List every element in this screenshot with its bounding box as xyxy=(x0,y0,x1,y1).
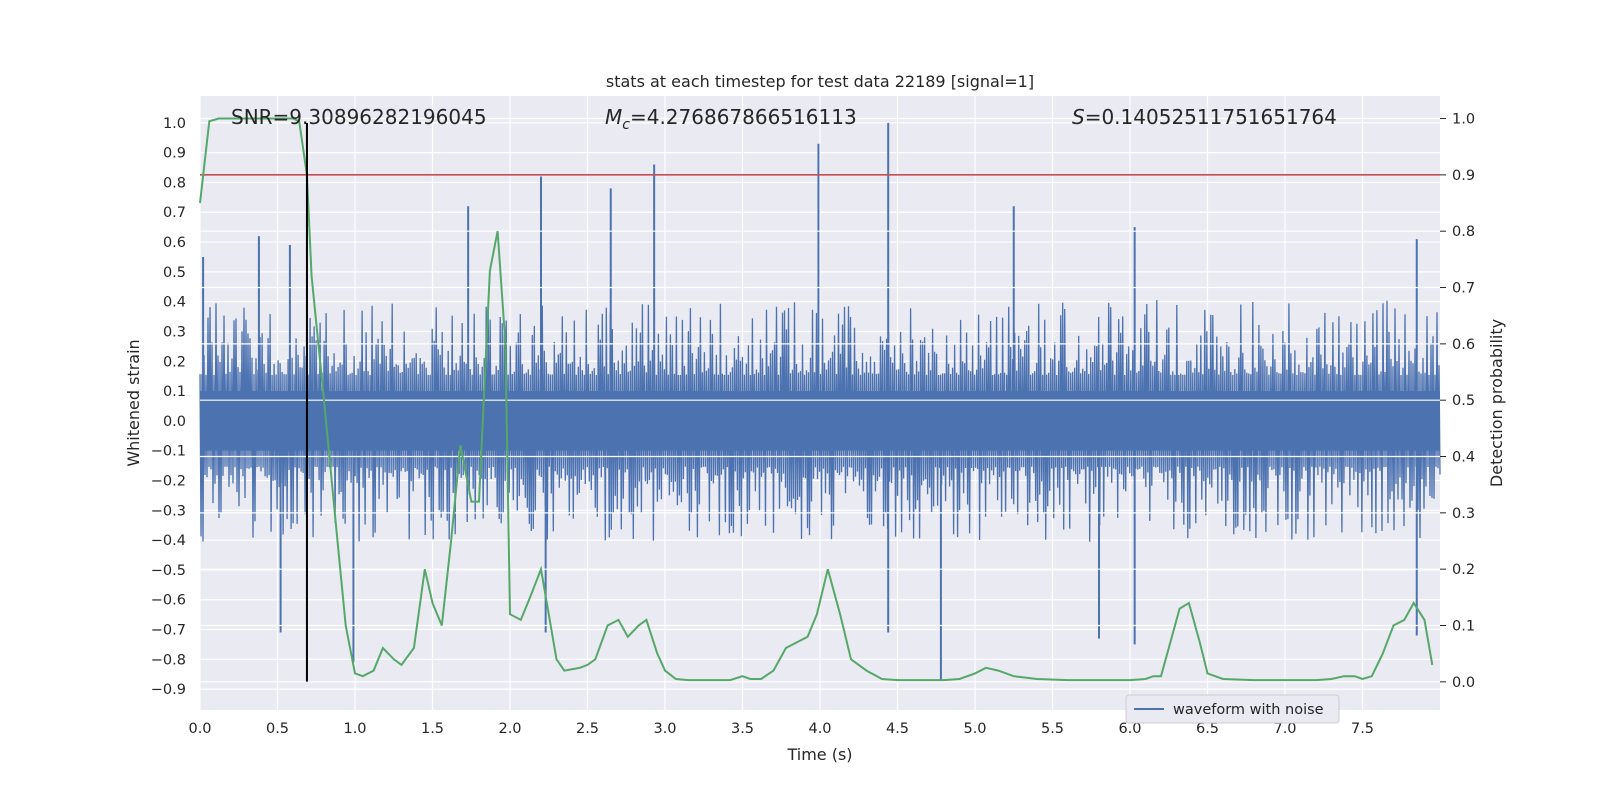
snr-annotation: SNR=9.30896282196045 xyxy=(231,105,487,129)
y-right-tick-label: 0.3 xyxy=(1452,506,1475,522)
legend: waveform with noise xyxy=(1125,694,1340,724)
s-symbol: S xyxy=(1072,105,1085,129)
y-left-tick-label: 0.3 xyxy=(163,324,186,340)
chirp-mass-symbol: M xyxy=(605,105,622,129)
y-left-tick-label: 0.5 xyxy=(163,265,186,281)
chirp-mass-annotation: Mc=4.276867866516113 xyxy=(605,105,857,133)
right-axis-ticks: 0.0 0.1 0.2 0.3 0.4 0.5 0.6 0.7 0.8 0.9 1.0 xyxy=(1440,112,1475,691)
legend-box xyxy=(1125,694,1340,724)
chirp-mass-subscript: c xyxy=(622,117,630,133)
x-axis-label: Time (s) xyxy=(786,745,852,764)
right-axis-label: Detection probability xyxy=(1487,319,1506,487)
x-tick-label: 7.5 xyxy=(1351,721,1374,737)
left-axis-ticks: −0.9 −0.8 −0.7 −0.6 −0.5 −0.4 −0.3 −0.2 −0.1 0.0 0… xyxy=(151,116,186,698)
x-tick-label: 0.0 xyxy=(188,721,211,737)
s-value: =0.14052511751651764 xyxy=(1085,105,1337,129)
y-left-tick-label: 0.1 xyxy=(163,384,186,400)
y-left-tick-label: 0.2 xyxy=(163,354,186,370)
y-left-tick-label: 0.7 xyxy=(163,205,186,221)
y-right-tick-label: 0.1 xyxy=(1452,619,1475,635)
y-left-tick-label: 0.8 xyxy=(163,175,186,191)
x-tick-label: 2.0 xyxy=(498,721,521,737)
x-tick-label: 0.5 xyxy=(266,721,289,737)
y-left-tick-label: 0.9 xyxy=(163,146,186,162)
y-right-tick-label: 0.8 xyxy=(1452,224,1475,240)
y-right-tick-label: 0.4 xyxy=(1452,450,1475,466)
y-right-tick-label: 0.2 xyxy=(1452,562,1475,578)
y-left-tick-label: −0.1 xyxy=(151,444,186,460)
y-left-tick-label: 1.0 xyxy=(163,116,186,132)
y-right-tick-label: 0.9 xyxy=(1452,168,1475,184)
y-left-tick-label: −0.5 xyxy=(151,563,186,579)
x-tick-label: 1.0 xyxy=(343,721,366,737)
y-right-tick-label: 1.0 xyxy=(1452,112,1475,128)
x-tick-label: 5.5 xyxy=(1041,721,1064,737)
x-axis-ticks: 0.0 0.5 1.0 1.5 2.0 2.5 3.0 3.5 4.0 4.5 5.0 5.5 6.0 6… xyxy=(188,721,1374,737)
y-left-tick-label: 0.4 xyxy=(163,295,186,311)
x-tick-label: 4.5 xyxy=(886,721,909,737)
x-tick-label: 1.5 xyxy=(421,721,444,737)
x-tick-label: 5.0 xyxy=(963,721,986,737)
s-annotation: S=0.14052511751651764 xyxy=(1072,105,1337,129)
waveform-core xyxy=(200,391,1440,451)
y-right-tick-label: 0.5 xyxy=(1452,393,1475,409)
legend-label: waveform with noise xyxy=(1173,702,1324,718)
y-left-tick-label: −0.8 xyxy=(151,652,186,668)
left-axis-label: Whitened strain xyxy=(124,339,143,466)
waveform-series xyxy=(199,122,1441,681)
y-right-tick-label: 0.0 xyxy=(1452,675,1475,691)
x-tick-label: 6.0 xyxy=(1118,721,1141,737)
y-left-tick-label: −0.9 xyxy=(151,682,186,698)
y-right-tick-label: 0.6 xyxy=(1452,337,1475,353)
chirp-mass-value: =4.276867866516113 xyxy=(630,105,857,129)
chart-title: stats at each timestep for test data 221… xyxy=(606,72,1034,91)
x-tick-label: 6.5 xyxy=(1196,721,1219,737)
y-left-tick-label: −0.3 xyxy=(151,503,186,519)
x-tick-label: 4.0 xyxy=(808,721,831,737)
y-left-tick-label: 0.0 xyxy=(163,414,186,430)
x-tick-label: 3.0 xyxy=(653,721,676,737)
detection-probability-line xyxy=(199,117,1434,682)
y-left-tick-label: −0.4 xyxy=(151,533,186,549)
y-left-tick-label: −0.7 xyxy=(151,623,186,639)
x-tick-label: 7.0 xyxy=(1273,721,1296,737)
y-left-tick-label: 0.6 xyxy=(163,235,186,251)
y-left-tick-label: −0.2 xyxy=(151,473,186,489)
y-left-tick-label: −0.6 xyxy=(151,593,186,609)
x-tick-label: 3.5 xyxy=(731,721,754,737)
y-right-tick-label: 0.7 xyxy=(1452,281,1475,297)
x-tick-label: 2.5 xyxy=(576,721,599,737)
